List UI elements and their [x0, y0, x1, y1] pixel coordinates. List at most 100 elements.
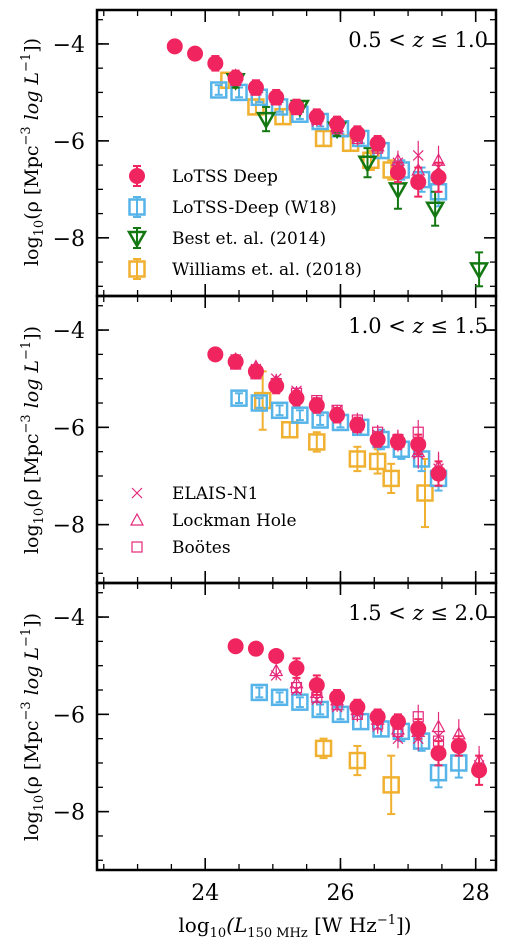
data-point-elais: [311, 694, 323, 706]
data-point-williams: [348, 751, 367, 770]
data-point-lotss: [227, 69, 244, 86]
panel-3: −4 −6 −8 24 26 28 1.5 < z ≤ 2.0: [53, 581, 498, 906]
data-point-w18: [270, 401, 289, 420]
legend-label: LoTSS-Deep (W18): [172, 198, 337, 218]
data-point-lotss: [166, 38, 183, 55]
y-tick-label: −4: [53, 33, 85, 58]
y-tick-label: −8: [53, 514, 85, 539]
data-point-w18: [250, 683, 269, 702]
data-point-elais: [270, 669, 282, 681]
data-point-lotss: [349, 699, 366, 716]
y-tick-label: −8: [53, 227, 85, 252]
data-point-lotss: [410, 174, 427, 191]
svg-text:log10(ρ [Mpc−3 log L−1]): log10(ρ [Mpc−3 log L−1]): [19, 613, 47, 841]
legend-marker-lotss: [129, 168, 145, 184]
data-point-best: [424, 201, 446, 220]
y-tick-label: −4: [53, 606, 85, 631]
data-point-williams: [314, 739, 333, 758]
data-point-lotss: [369, 135, 386, 152]
data-point-williams: [362, 151, 380, 170]
y-tick-label: −6: [53, 130, 85, 155]
data-point-elais: [433, 730, 444, 742]
plot-frame: [95, 8, 498, 298]
data-point-w18: [291, 406, 309, 424]
data-point-lotss: [308, 397, 325, 414]
panels: −4 −6 −8 0.5 < z ≤ 1.0 LoTSS Deep LoTSS-Deep …: [53, 8, 498, 906]
y-tick-label: −8: [53, 801, 85, 826]
legend-label: ELAIS-N1: [172, 484, 258, 504]
data-point-best: [468, 262, 490, 280]
data-point-lotss: [349, 416, 366, 433]
legend: LoTSS Deep LoTSS-Deep (W18) Best et. al. (…: [126, 165, 362, 280]
data-point-lotss: [308, 677, 325, 694]
x-tick-label: 28: [462, 881, 490, 906]
data-point-best: [357, 155, 378, 174]
data-point-lotss: [207, 55, 224, 72]
legend-label: LoTSS Deep: [172, 167, 278, 187]
y-axis-label-panel-1: log10(ρ [Mpc−3 log L−1]): [19, 38, 47, 266]
data-point-lotss: [430, 465, 447, 482]
data-point-w18: [270, 688, 289, 707]
legend-label: Williams et. al. (2018): [172, 260, 362, 280]
legend-marker-w18: [128, 198, 146, 216]
data-point-lotss: [369, 431, 386, 448]
legend-marker-williams: [128, 260, 146, 278]
svg-text:log10(ρ [Mpc−3 log L−1]): log10(ρ [Mpc−3 log L−1]): [19, 38, 47, 266]
series-lotss: [227, 638, 488, 786]
data-point-lotss: [450, 737, 467, 754]
data-point-williams: [416, 484, 434, 502]
data-point-lotss: [247, 363, 264, 380]
y-tick-label: −4: [53, 319, 85, 344]
data-point-lotss: [410, 720, 427, 737]
data-point-best: [255, 111, 277, 130]
data-point-lotss: [329, 689, 346, 706]
data-point-lotss: [247, 640, 264, 657]
data-point-w18: [230, 389, 248, 407]
y-tick-label: −6: [53, 416, 85, 441]
data-point-lotss: [389, 164, 406, 181]
plot-frame: [95, 294, 498, 585]
data-point-lotss: [329, 407, 346, 424]
series-lotss: [166, 38, 447, 198]
data-point-lotss: [471, 762, 488, 779]
data-point-elais: [412, 149, 424, 161]
data-point-williams: [348, 450, 367, 468]
svg-text:log10(ρ [Mpc−3 log L−1]): log10(ρ [Mpc−3 log L−1]): [19, 326, 47, 554]
data-point-lotss: [288, 98, 305, 115]
redshift-label: 1.5 < z ≤ 2.0: [348, 601, 488, 625]
y-tick-label: −6: [53, 703, 85, 728]
data-point-williams: [382, 776, 400, 794]
legend-label: Lockman Hole: [172, 511, 297, 531]
data-point-lotss: [410, 436, 427, 453]
data-point-lotss: [430, 169, 447, 186]
data-point-williams: [274, 107, 292, 126]
data-point-lotss: [329, 115, 346, 132]
x-axis-label: log10(L150 MHz [W Hz−1]): [178, 913, 411, 941]
y-axis-label-panel-3: log10(ρ [Mpc−3 log L−1]): [19, 613, 47, 841]
series-w18: [209, 81, 448, 208]
data-point-lotss: [268, 89, 285, 106]
series-williams: [253, 370, 434, 529]
legend: ELAIS-N1 Lockman Hole Boötes: [129, 484, 297, 558]
data-point-w18: [291, 693, 309, 711]
data-point-w18: [209, 81, 228, 99]
legend-marker-best: [126, 230, 148, 249]
data-point-lotss: [227, 638, 244, 655]
data-point-lotss: [268, 377, 285, 394]
data-point-lotss: [227, 353, 244, 370]
data-point-williams: [308, 433, 326, 451]
data-point-williams: [314, 129, 333, 148]
data-point-elais: [392, 733, 404, 745]
plot-frame: [95, 581, 498, 872]
data-point-elais: [291, 684, 302, 696]
data-point-williams: [382, 469, 400, 488]
data-point-lotss: [430, 745, 447, 762]
legend-marker-bootes: [131, 541, 143, 553]
redshift-label: 0.5 < z ≤ 1.0: [348, 28, 488, 52]
data-point-lotss: [389, 713, 406, 730]
x-tick-label: 24: [191, 881, 219, 906]
legend-marker-elais: [131, 487, 143, 499]
data-point-lotss: [288, 660, 305, 677]
data-point-w18: [331, 705, 350, 724]
